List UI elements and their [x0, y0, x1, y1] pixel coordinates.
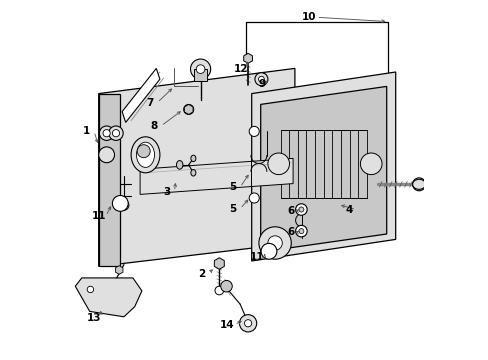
- Ellipse shape: [412, 179, 425, 189]
- Polygon shape: [75, 278, 142, 317]
- Ellipse shape: [136, 142, 154, 167]
- Polygon shape: [99, 94, 120, 266]
- Text: 3: 3: [163, 186, 170, 197]
- Text: 13: 13: [86, 312, 101, 323]
- Text: 6: 6: [286, 206, 294, 216]
- Circle shape: [244, 320, 251, 327]
- Text: 12: 12: [233, 64, 247, 74]
- Text: 6: 6: [286, 227, 294, 237]
- Circle shape: [261, 243, 276, 259]
- Ellipse shape: [190, 155, 196, 162]
- Text: 10: 10: [302, 12, 316, 22]
- Text: 8: 8: [150, 121, 157, 131]
- Text: 4: 4: [345, 204, 352, 215]
- Text: 2: 2: [197, 269, 204, 279]
- Polygon shape: [122, 68, 160, 122]
- Circle shape: [295, 204, 306, 215]
- Text: 14: 14: [220, 320, 234, 330]
- Circle shape: [103, 130, 110, 137]
- Text: 1: 1: [83, 126, 90, 136]
- Polygon shape: [251, 72, 395, 261]
- Circle shape: [119, 200, 129, 210]
- Circle shape: [258, 76, 264, 82]
- Circle shape: [239, 315, 256, 332]
- Circle shape: [267, 153, 289, 175]
- Circle shape: [99, 126, 114, 140]
- Circle shape: [220, 280, 232, 292]
- Circle shape: [360, 153, 381, 175]
- Circle shape: [196, 65, 204, 73]
- Text: 5: 5: [229, 204, 236, 214]
- Circle shape: [137, 145, 150, 158]
- Circle shape: [249, 126, 259, 136]
- Circle shape: [267, 236, 282, 250]
- Text: 11: 11: [249, 252, 264, 262]
- Circle shape: [108, 126, 123, 140]
- Circle shape: [87, 286, 94, 293]
- Text: 5: 5: [229, 182, 236, 192]
- Circle shape: [295, 225, 306, 237]
- Text: 11: 11: [91, 211, 106, 221]
- Circle shape: [298, 207, 303, 212]
- Polygon shape: [194, 69, 206, 81]
- Text: 9: 9: [258, 78, 265, 89]
- Circle shape: [190, 59, 210, 79]
- Ellipse shape: [190, 170, 196, 176]
- Circle shape: [112, 195, 128, 211]
- Circle shape: [298, 229, 303, 234]
- Circle shape: [258, 227, 291, 259]
- Text: 7: 7: [146, 98, 154, 108]
- Polygon shape: [99, 68, 294, 266]
- Circle shape: [99, 147, 114, 163]
- Circle shape: [183, 104, 193, 114]
- Polygon shape: [140, 158, 292, 194]
- Polygon shape: [260, 86, 386, 252]
- Circle shape: [249, 193, 259, 203]
- Circle shape: [112, 130, 120, 137]
- Circle shape: [412, 178, 425, 191]
- Ellipse shape: [131, 137, 160, 173]
- Ellipse shape: [176, 161, 183, 169]
- Circle shape: [215, 286, 223, 295]
- Circle shape: [254, 73, 267, 86]
